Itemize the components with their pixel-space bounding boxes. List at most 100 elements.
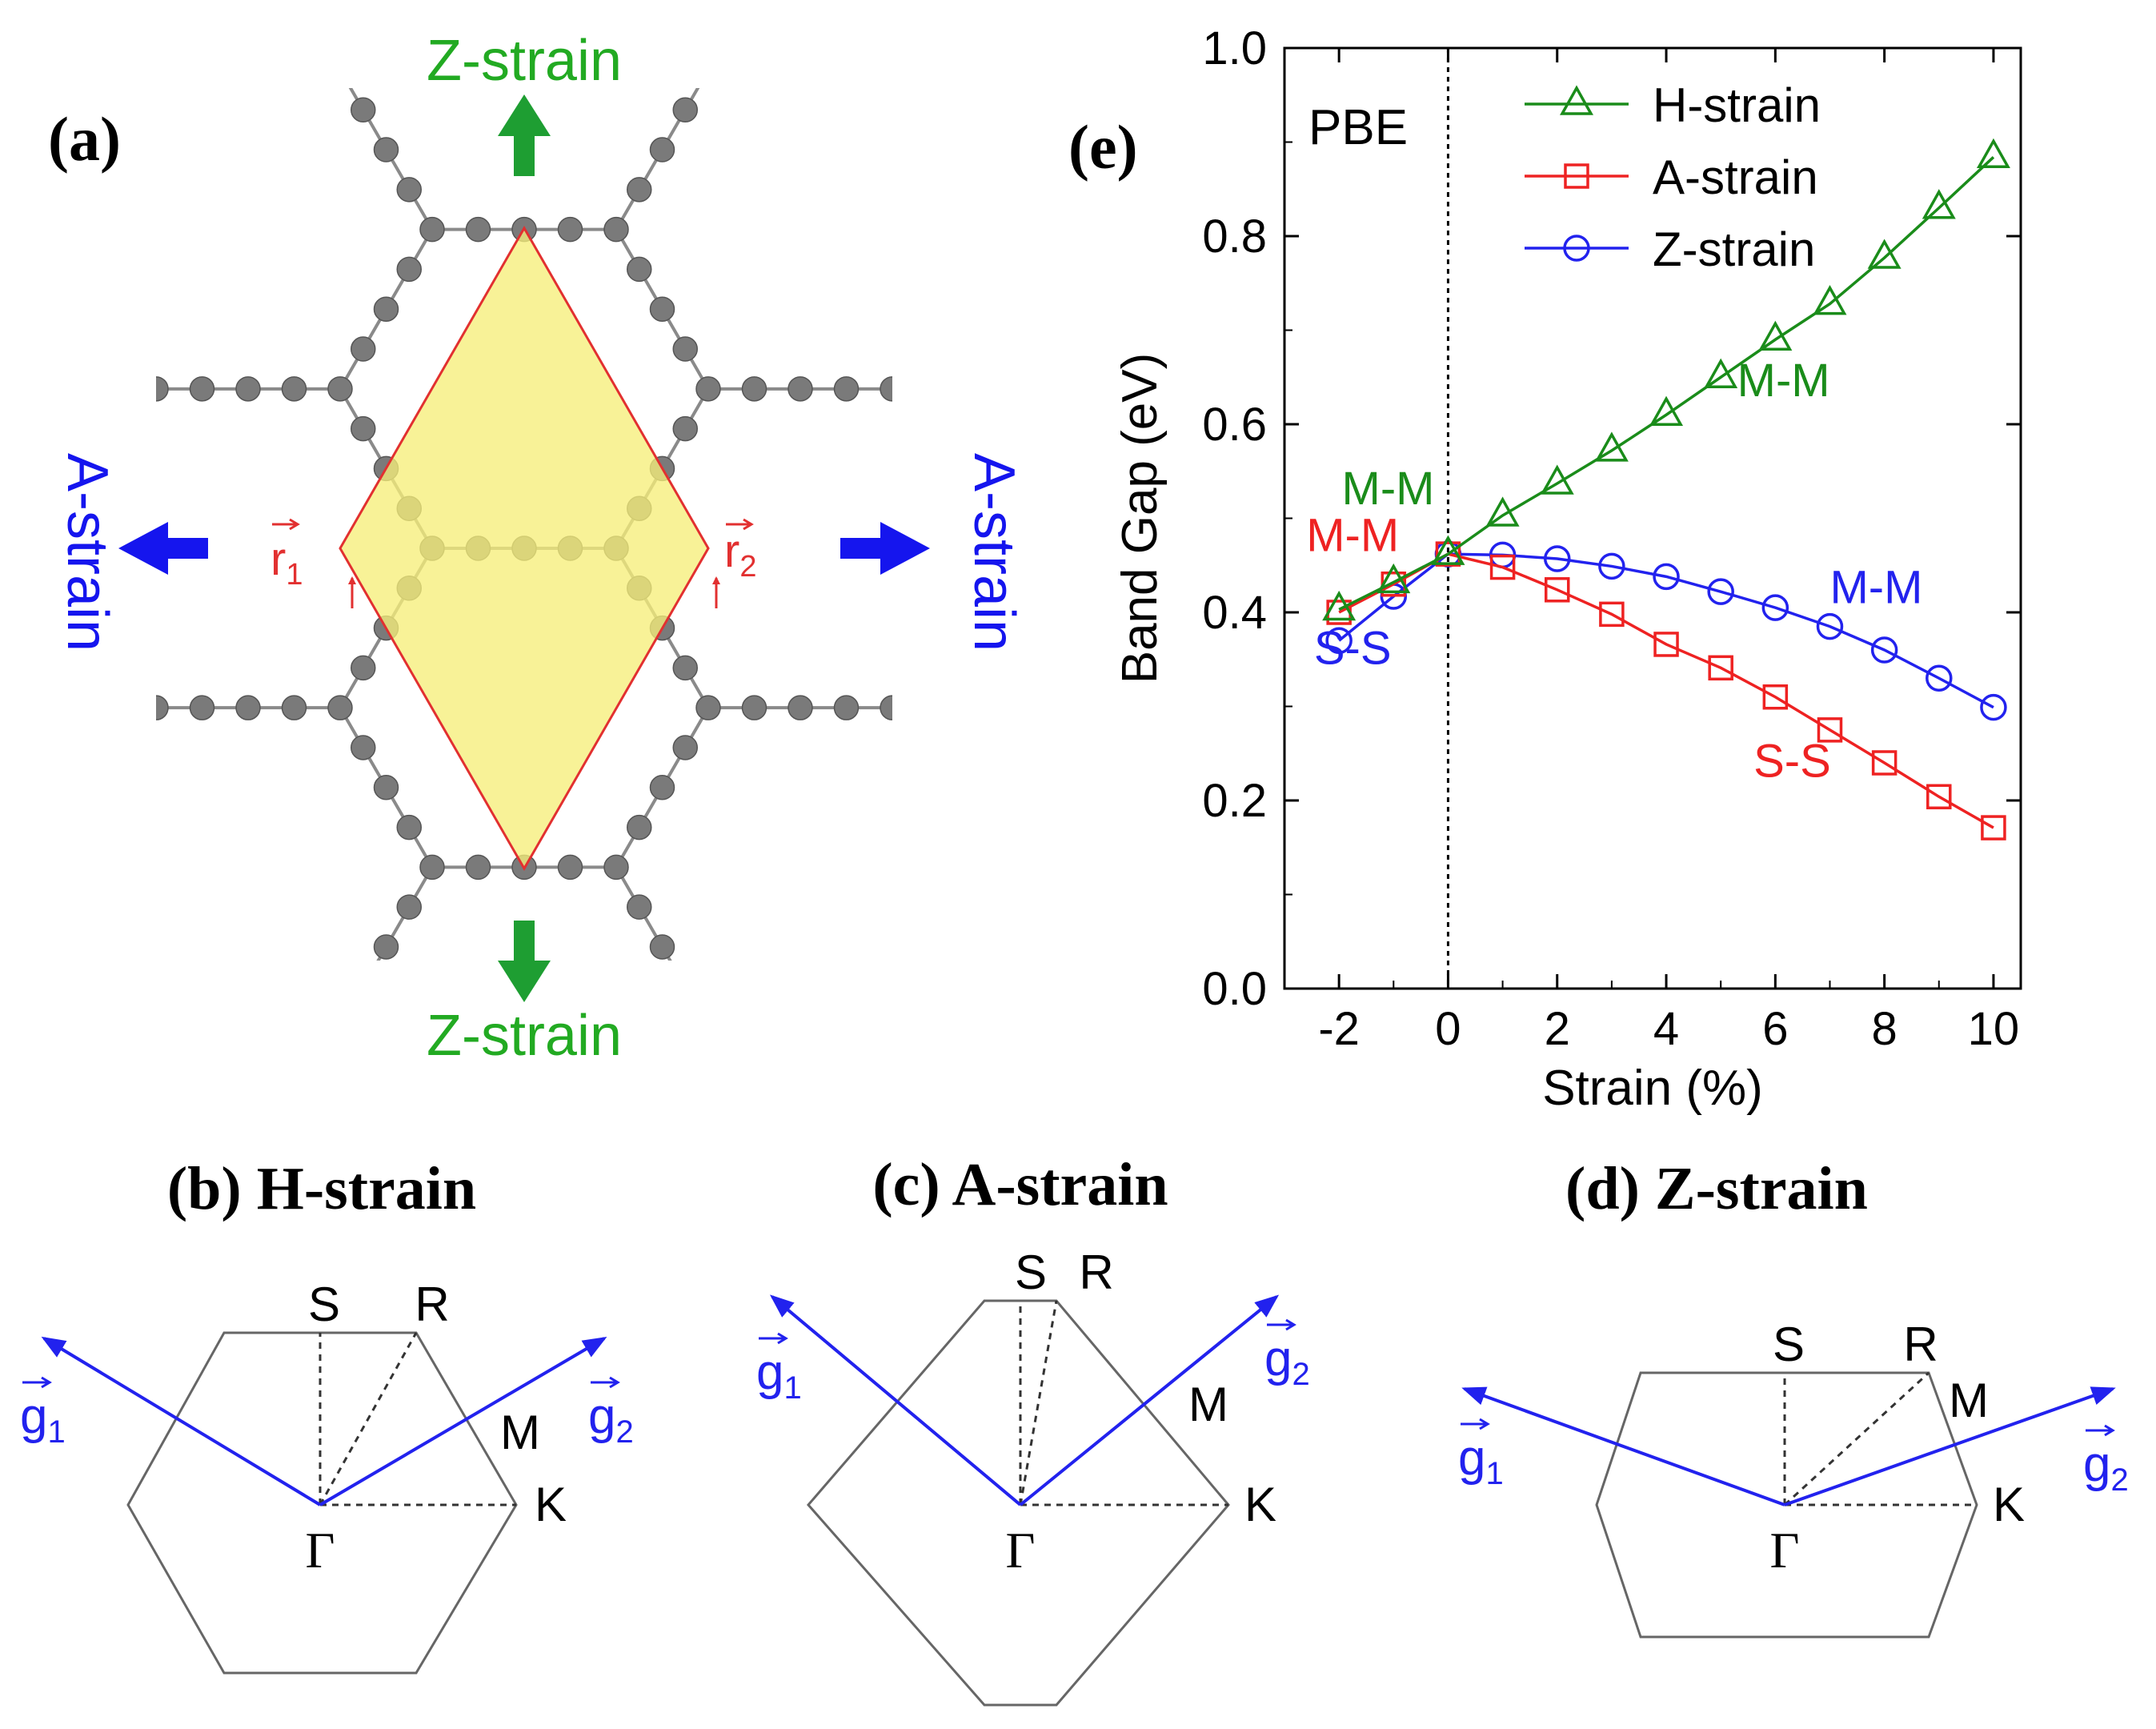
lattice-atom	[1111, 218, 1135, 242]
data-point	[1435, 541, 1461, 567]
panel-b-brillouin-zone: (b) H-strain S R M K Γ g1 g2	[20, 1155, 634, 1675]
lattice-atom	[281, 695, 307, 720]
data-point	[1980, 693, 2007, 721]
lattice-atom	[98, 297, 122, 321]
lattice-atom	[904, 337, 928, 361]
z-strain-up-arrow	[498, 94, 551, 176]
lattice-atom	[1571, 855, 1595, 879]
lattice-bond	[892, 867, 984, 1026]
series-h-strain	[1322, 138, 2010, 621]
lattice-atom	[75, 178, 99, 202]
lattice-atom	[627, 177, 652, 203]
lattice-atom	[1203, 456, 1227, 480]
lattice-atom	[1456, 417, 1480, 441]
lattice-atom	[190, 1015, 214, 1039]
lattice-bond	[1168, 1027, 1260, 1186]
y-tick-label: 0.6	[1202, 399, 1267, 451]
lattice-atom	[121, 1054, 145, 1078]
lattice-atom	[1203, 935, 1227, 959]
lattice-atom	[649, 137, 675, 162]
bz-m-label: M	[1949, 1374, 1989, 1427]
bz-s-label: S	[1015, 1246, 1047, 1299]
g1-label: g1	[1458, 1430, 1504, 1491]
lattice-atom	[98, 0, 122, 2]
annotation-label: S-S	[1753, 736, 1831, 788]
lattice-atom	[972, 218, 996, 242]
lattice-atom	[949, 257, 973, 281]
x-axis-label: Strain (%)	[1542, 1061, 1763, 1116]
lattice-atom	[351, 97, 376, 122]
lattice-atom	[880, 1015, 904, 1039]
x-tick-label: 4	[1653, 1003, 1679, 1055]
lattice-atom	[1456, 18, 1480, 42]
bz-m-label: M	[1188, 1378, 1228, 1431]
vector-r2-overarrow-head	[743, 518, 754, 531]
lattice-atom	[1663, 536, 1687, 560]
g1-label: g1	[20, 1389, 66, 1450]
lattice-bond	[616, 0, 708, 70]
lattice-atom	[1501, 257, 1525, 281]
lattice-atom	[787, 376, 813, 402]
g2-label: g2	[2083, 1437, 2129, 1498]
lattice-atom	[1225, 1054, 1249, 1078]
legend-item: Z-strain	[1525, 223, 1815, 276]
lattice-atom	[949, 816, 973, 840]
data-point	[1922, 189, 1956, 219]
lattice-atom	[1777, 417, 1801, 441]
legend-item: A-strain	[1525, 150, 1818, 204]
lattice-atom	[1248, 1015, 1272, 1039]
lattice-atom	[627, 814, 652, 840]
lattice-atom	[1479, 297, 1503, 321]
lattice-atom	[98, 1094, 122, 1118]
data-point	[1564, 163, 1589, 189]
lattice-atom	[743, 1015, 767, 1039]
lattice-atom	[327, 376, 353, 402]
lattice-atom	[373, 296, 399, 322]
lattice-atom	[375, 1094, 399, 1118]
g1-overarrow	[22, 1376, 52, 1389]
lattice-atom	[121, 656, 145, 680]
lattice-atom	[603, 216, 629, 243]
lattice-atom	[695, 695, 721, 720]
x-tick-label: -2	[1318, 1003, 1360, 1055]
lattice-atom	[236, 1015, 260, 1039]
lattice-atom	[1571, 536, 1595, 560]
g1-overarrow	[1461, 1418, 1490, 1430]
x-tick-label: 2	[1545, 1003, 1570, 1055]
lattice-atom	[1203, 1094, 1227, 1118]
lattice-atom	[1755, 456, 1779, 480]
data-point	[1653, 563, 1680, 591]
lattice-atom	[672, 655, 698, 681]
lattice-atom	[351, 415, 376, 442]
lattice-atom	[121, 417, 145, 441]
data-point	[1871, 750, 1898, 776]
lattice-atom	[1525, 855, 1549, 879]
lattice-atom	[672, 735, 698, 760]
data-point	[1599, 601, 1625, 628]
g2-overarrow	[1267, 1318, 1296, 1331]
data-point	[1707, 578, 1734, 605]
lattice-atom	[1479, 0, 1503, 2]
lattice-atom	[235, 376, 261, 402]
g2-vector	[1784, 1386, 2116, 1506]
lattice-atom	[649, 775, 675, 800]
lattice-atom	[880, 695, 892, 720]
gamma-r-path	[1019, 1300, 1058, 1506]
lattice-atom	[465, 216, 491, 243]
lattice-bond	[340, 0, 432, 70]
lattice-atom	[1064, 855, 1088, 879]
lattice-atom	[52, 218, 76, 242]
lattice-atom	[396, 814, 422, 840]
a-strain-right-arrow	[840, 522, 930, 575]
vector-r1-overarrow-head	[289, 518, 300, 531]
panel-b-label: (b) H-strain	[167, 1155, 476, 1222]
g1-label: g1	[756, 1345, 802, 1406]
lattice-atom	[1295, 696, 1319, 720]
a-strain-left-label: A-strain	[55, 453, 119, 652]
lattice-atom	[75, 895, 99, 919]
data-point	[1926, 784, 1952, 810]
panel-c-brillouin-zone: (c) A-strain S R M K Γ g1 g2	[756, 1151, 1310, 1707]
data-point	[1653, 632, 1679, 657]
lattice-atom	[1387, 58, 1411, 82]
lattice-atom	[1732, 816, 1756, 840]
